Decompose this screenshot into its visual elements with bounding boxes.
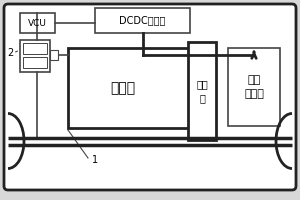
Bar <box>228 48 280 126</box>
Bar <box>68 48 198 128</box>
Text: VCU: VCU <box>28 19 47 27</box>
Text: 1: 1 <box>92 155 98 165</box>
Bar <box>50 50 58 60</box>
Text: 减速
器: 减速 器 <box>196 79 208 103</box>
FancyBboxPatch shape <box>4 4 296 190</box>
Bar <box>20 40 50 72</box>
Bar <box>95 8 190 33</box>
Bar <box>23 43 47 54</box>
Bar <box>188 42 216 140</box>
Text: 电动机: 电动机 <box>110 81 135 95</box>
Bar <box>23 57 47 68</box>
Text: 2: 2 <box>7 48 13 58</box>
Text: DCDC转换器: DCDC转换器 <box>119 16 166 25</box>
Bar <box>20 13 55 33</box>
Text: 低压
蓄电池: 低压 蓄电池 <box>244 75 264 99</box>
